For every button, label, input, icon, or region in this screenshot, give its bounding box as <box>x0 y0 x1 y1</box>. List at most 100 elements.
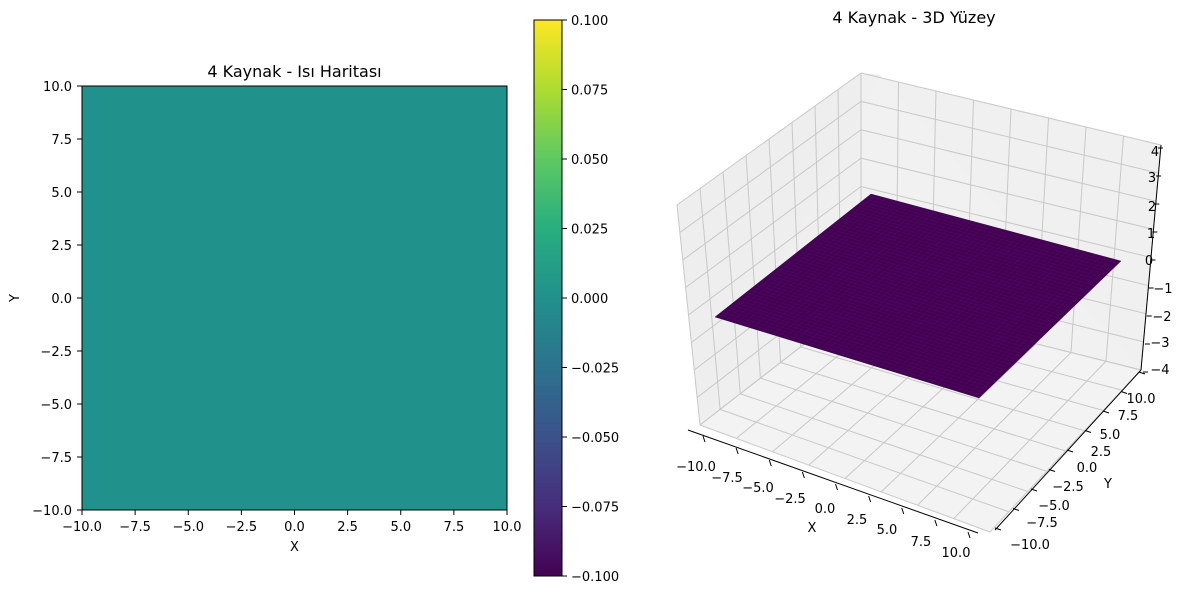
y-tick-label: −10.0 <box>32 504 72 519</box>
back-wall-grid-line <box>860 186 1152 258</box>
heatmap-title: 4 Kaynak - Isı Haritası <box>207 62 381 81</box>
surface-mesh-line <box>802 247 1059 322</box>
y-tick-label: 7.5 <box>1118 409 1139 424</box>
back-wall-grid-line <box>860 100 1159 174</box>
z-tick-label: 3 <box>1148 171 1156 186</box>
y-axis-tick <box>1030 488 1038 492</box>
y-axis-tick <box>1012 508 1020 511</box>
surface-mesh <box>718 195 1119 397</box>
colorbar-tick-label: −0.100 <box>571 570 619 585</box>
surface-mesh-line <box>899 240 1047 374</box>
surface-mesh-line <box>915 244 1062 379</box>
surface-mesh-line <box>878 235 1027 368</box>
floor-pane <box>700 300 1141 532</box>
z-tick-label: 4 <box>1151 145 1159 160</box>
surface-mesh-line <box>910 243 1057 378</box>
y-tick-label: −7.5 <box>40 451 72 466</box>
side-wall-grid-line <box>679 100 862 233</box>
surface-y-ticks: −10.0 −7.5 −5.0 −2.5 0.0 2.5 5.0 7.5 10.… <box>1010 392 1155 553</box>
surface-mesh-line <box>845 213 1099 284</box>
x-tick-label: 0.0 <box>284 520 305 535</box>
heatmap-x-label: X <box>290 540 299 555</box>
heatmap-y-ticks: 10.0 7.5 5.0 2.5 0.0 −2.5 −5.0 −7.5 −10.… <box>32 80 72 519</box>
surface-mesh-line <box>817 235 1073 308</box>
z-tick-label: 0 <box>1145 254 1153 269</box>
colorbar-tick-label: −0.075 <box>571 501 619 516</box>
y-axis-tick <box>1084 430 1092 433</box>
heatmap-x-ticks: −10.0 −7.5 −5.0 −2.5 0.0 2.5 5.0 7.5 10.… <box>62 520 521 535</box>
y-tick-label: 5.0 <box>51 186 72 201</box>
back-wall-grid-line <box>860 72 1162 146</box>
x-tick-label: −5.0 <box>173 520 205 535</box>
y-tick-label: −5.0 <box>40 398 72 413</box>
x-tick-label: 7.5 <box>444 520 465 535</box>
surface-mesh-line <box>842 215 1096 286</box>
x-tick-label: 5.0 <box>877 523 898 538</box>
y-tick-label: 7.5 <box>51 133 72 148</box>
surface-mesh-line <box>808 243 1065 316</box>
heatmap-tick-marks <box>77 85 508 515</box>
colorbar-tick-label: 0.075 <box>571 84 608 99</box>
surface-mesh-line <box>836 220 1090 292</box>
surface-mesh-line <box>858 203 1110 273</box>
side-wall-grid-line <box>682 129 862 261</box>
surface-mesh-line <box>805 245 1062 319</box>
surface-mesh-line <box>973 259 1117 397</box>
x-tick-label: −7.5 <box>711 471 743 486</box>
surface-y-label: Y <box>1103 477 1112 492</box>
surface-mesh-line <box>904 242 1052 376</box>
surface-mesh-line <box>889 238 1037 371</box>
y-tick-label: 0.0 <box>1077 461 1098 476</box>
y-tick-label: 10.0 <box>43 80 72 95</box>
x-tick-label: 5.0 <box>390 520 411 535</box>
z-tick-label: −4 <box>1150 363 1169 378</box>
side-wall-grid-line <box>688 186 862 316</box>
surface-mesh-line <box>864 198 1116 267</box>
colorbar-ticks: 0.100 0.075 0.050 0.025 0.000 −0.025 −0.… <box>571 14 619 585</box>
surface-mesh-line <box>855 206 1107 275</box>
y-tick-label: 10.0 <box>1127 392 1156 407</box>
colorbar-tick-label: 0.025 <box>571 223 608 238</box>
surface-mesh-line <box>952 254 1097 391</box>
floor-grid-line <box>780 362 1066 452</box>
surface-mesh-line <box>873 234 1022 366</box>
surface-mesh-line <box>827 228 1082 300</box>
surface-mesh-line <box>811 240 1068 314</box>
y-tick-label: −2.5 <box>1052 480 1084 495</box>
colorbar-tick-label: 0.050 <box>571 153 608 168</box>
back-wall-grid-line <box>1105 135 1124 362</box>
y-tick-label: −5.0 <box>1038 499 1070 514</box>
y-axis-tick <box>1120 391 1128 394</box>
z-tick-label: −2 <box>1152 310 1171 325</box>
surface-mesh-line <box>821 233 1076 306</box>
heatmap-panel: 4 Kaynak - Isı Haritası −10.0 −7.5 −5.0 … <box>8 62 521 555</box>
surface-mesh-line <box>931 248 1077 384</box>
back-wall-grid-line <box>1070 126 1087 353</box>
surface-mesh-line <box>968 258 1112 395</box>
y-tick-label: 0.0 <box>51 292 72 307</box>
surface-mesh-line <box>839 218 1093 289</box>
x-tick-label: 0.0 <box>815 502 836 517</box>
colorbar-tick-label: −0.025 <box>571 362 619 377</box>
x-axis-line <box>687 429 979 534</box>
surface-mesh-line <box>947 252 1092 389</box>
x-axis-tick <box>967 531 971 539</box>
surface-x-ticks: −10.0 −7.5 −5.0 −2.5 0.0 2.5 5.0 7.5 10.… <box>676 460 970 561</box>
surface-title: 4 Kaynak - 3D Yüzey <box>832 8 995 27</box>
y-axis-tick <box>1102 410 1110 414</box>
back-wall-grid-line <box>860 129 1157 202</box>
x-tick-label: 7.5 <box>911 535 932 550</box>
x-tick-label: −7.5 <box>119 520 151 535</box>
y-axis-tick <box>1138 371 1146 375</box>
y-axis-tick <box>1066 449 1074 453</box>
z-tick-label: 2 <box>1148 200 1156 215</box>
y-tick-label: −2.5 <box>40 345 72 360</box>
surface-mesh-line <box>861 201 1113 270</box>
surface-mesh-line <box>833 223 1087 295</box>
y-axis-tick <box>1048 469 1056 472</box>
z-tick-label: −1 <box>1153 282 1172 297</box>
y-tick-label: 2.5 <box>51 239 72 254</box>
back-wall-grid-line <box>860 157 1154 230</box>
heatmap-cell <box>82 86 507 510</box>
